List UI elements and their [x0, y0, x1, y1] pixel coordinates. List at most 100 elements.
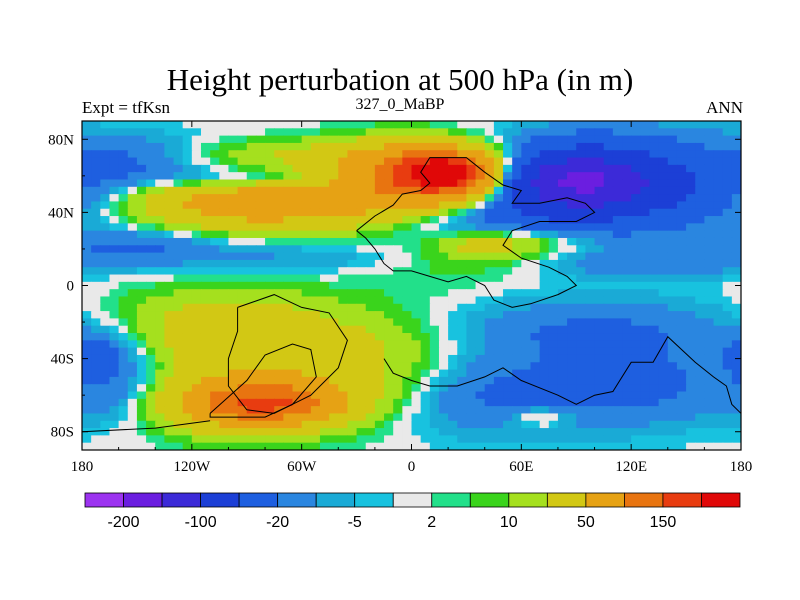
- field-cell: [146, 267, 156, 276]
- field-cell: [127, 296, 138, 305]
- field-cell: [667, 201, 678, 210]
- field-cell: [484, 259, 495, 268]
- field-cell: [411, 420, 422, 429]
- field-cell: [640, 442, 651, 450]
- field-cell: [475, 435, 486, 444]
- field-cell: [429, 157, 440, 166]
- field-cell: [576, 259, 586, 268]
- field-cell: [612, 289, 623, 298]
- field-cell: [265, 157, 275, 166]
- field-cell: [576, 413, 586, 422]
- field-cell: [127, 376, 138, 385]
- field-cell: [164, 230, 175, 239]
- field-cell: [475, 442, 486, 450]
- field-cell: [530, 150, 541, 159]
- field-cell: [329, 354, 339, 363]
- field-cell: [228, 398, 239, 407]
- field-cell: [228, 194, 239, 203]
- field-cell: [420, 435, 431, 444]
- field-cell: [109, 194, 120, 203]
- field-cell: [246, 201, 257, 210]
- field-cell: [402, 121, 413, 129]
- field-cell: [191, 428, 202, 436]
- field-cell: [585, 384, 596, 393]
- field-cell: [539, 223, 550, 232]
- field-cell: [310, 413, 321, 422]
- field-cell: [713, 325, 724, 334]
- field-cell: [567, 230, 577, 239]
- field-cell: [146, 201, 156, 210]
- field-cell: [356, 398, 367, 407]
- field-cell: [686, 318, 696, 327]
- field-cell: [173, 121, 184, 129]
- field-cell: [649, 398, 660, 407]
- field-cell: [384, 340, 394, 349]
- field-cell: [265, 267, 275, 276]
- field-cell: [127, 259, 138, 268]
- field-cell: [438, 128, 449, 137]
- field-cell: [557, 384, 568, 393]
- field-cell: [136, 274, 147, 283]
- field-cell: [576, 172, 586, 181]
- field-cell: [109, 347, 120, 356]
- field-cell: [649, 259, 660, 268]
- field-cell: [448, 274, 458, 283]
- field-cell: [109, 362, 120, 371]
- field-cell: [567, 172, 577, 181]
- field-cell: [347, 142, 358, 151]
- field-cell: [503, 179, 513, 188]
- field-cell: [310, 121, 321, 129]
- field-cell: [530, 391, 541, 400]
- field-cell: [612, 442, 623, 450]
- field-cell: [585, 194, 596, 203]
- field-cell: [265, 435, 275, 444]
- field-cell: [539, 420, 550, 429]
- field-cell: [594, 420, 605, 429]
- field-cell: [704, 186, 715, 195]
- field-cell: [191, 303, 202, 312]
- field-cell: [521, 369, 532, 378]
- field-cell: [658, 245, 669, 254]
- field-cell: [127, 435, 138, 444]
- field-cell: [347, 172, 358, 181]
- field-cell: [374, 223, 385, 232]
- field-cell: [457, 428, 468, 436]
- field-cell: [136, 333, 147, 341]
- field-cell: [82, 172, 92, 181]
- field-cell: [200, 194, 211, 203]
- field-cell: [374, 201, 385, 210]
- field-cell: [576, 164, 586, 173]
- field-cell: [493, 384, 504, 393]
- field-cell: [265, 128, 275, 137]
- field-cell: [191, 318, 202, 327]
- field-cell: [292, 267, 303, 276]
- field-cell: [283, 150, 294, 159]
- field-cell: [210, 318, 220, 327]
- field-cell: [136, 216, 147, 224]
- field-cell: [301, 347, 312, 356]
- field-cell: [109, 289, 120, 298]
- field-cell: [265, 406, 275, 415]
- field-cell: [475, 354, 486, 363]
- field-cell: [228, 164, 239, 173]
- field-cell: [191, 223, 202, 232]
- field-cell: [246, 252, 257, 261]
- field-cell: [722, 303, 733, 312]
- field-cell: [704, 384, 715, 393]
- field-cell: [164, 142, 175, 151]
- field-cell: [146, 186, 156, 195]
- field-cell: [667, 333, 678, 341]
- field-cell: [91, 340, 101, 349]
- field-cell: [356, 384, 367, 393]
- field-cell: [622, 354, 632, 363]
- field-cell: [530, 259, 541, 268]
- field-cell: [173, 325, 184, 334]
- field-cell: [301, 208, 312, 217]
- field-cell: [91, 259, 101, 268]
- field-cell: [475, 208, 486, 217]
- field-cell: [411, 296, 422, 305]
- field-cell: [292, 296, 303, 305]
- field-cell: [210, 347, 220, 356]
- field-cell: [557, 347, 568, 356]
- field-cell: [631, 289, 641, 298]
